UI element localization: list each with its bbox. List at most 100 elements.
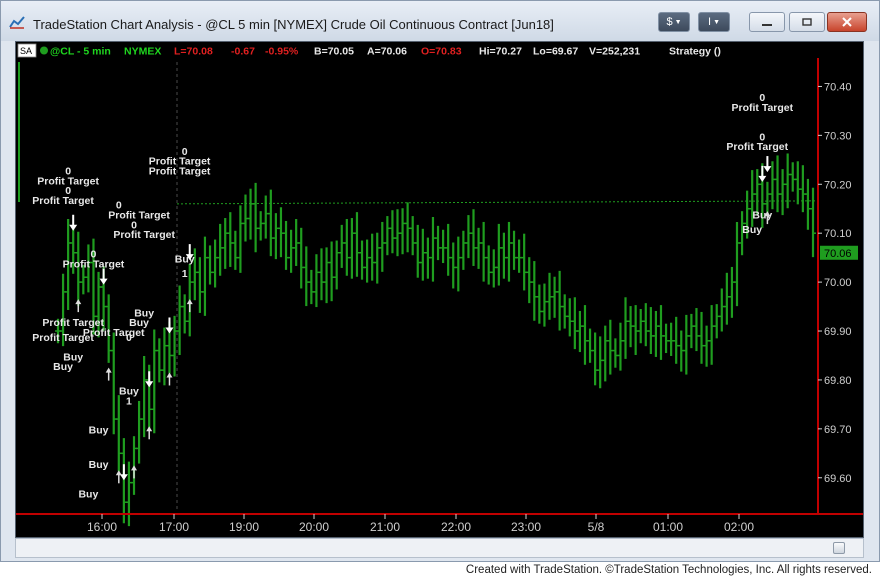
entry-arrow-icon: [75, 299, 82, 313]
volume: V=252,231: [589, 46, 640, 58]
ohlc-bar: [435, 225, 442, 261]
ohlc-bar: [414, 224, 421, 278]
dollar-dropdown[interactable]: $ ▼: [658, 12, 690, 32]
ohlc-bar: [257, 211, 264, 241]
ohlc-bar: [323, 247, 330, 304]
sa-badge[interactable]: SA: [20, 46, 32, 56]
ohlc-bar: [516, 239, 523, 273]
chart-window: TradeStation Chart Analysis - @CL 5 min …: [0, 0, 880, 562]
price-tick-label: 70.00: [824, 277, 852, 289]
annotation-profit-target: Profit Target: [149, 156, 211, 168]
annotation-buy: Buy: [119, 386, 139, 398]
scrollbar-thumb[interactable]: [833, 542, 845, 554]
ohlc-bar: [673, 316, 680, 364]
ohlc-bar: [774, 155, 781, 213]
ohlc-bar: [698, 311, 705, 364]
time-tick-label: 21:00: [370, 520, 400, 534]
ohlc-bar: [511, 230, 518, 270]
last-price: L=70.08: [174, 46, 213, 58]
chart-area[interactable]: 0 Profit Target 0 Profit Target Profit Targe…: [15, 41, 864, 538]
price-tick-label: 70.40: [824, 81, 852, 93]
restore-icon: [802, 18, 812, 26]
ohlc-bar: [237, 205, 244, 273]
ohlc-bar: [810, 187, 816, 258]
annotation-buy: Buy: [134, 307, 154, 319]
ohlc-bar: [617, 322, 624, 371]
ohlc-bar: [480, 221, 487, 282]
ohlc-bar: [136, 400, 143, 464]
exit-arrow-icon: [145, 371, 154, 388]
exit-arrow-icon: [69, 214, 78, 231]
price-chart[interactable]: 0 Profit Target 0 Profit Target Profit Targe…: [16, 42, 864, 538]
ohlc-bar: [576, 310, 583, 353]
ohlc-bar: [156, 338, 163, 383]
annotation-buy: Buy: [63, 351, 83, 363]
ohlc-bar: [161, 327, 168, 386]
ohlc-bar: [252, 182, 259, 253]
connection-status-icon: [40, 46, 48, 55]
entry-arrow-icon: [131, 465, 138, 479]
ohlc-bar: [272, 213, 279, 260]
title-bar[interactable]: TradeStation Chart Analysis - @CL 5 min …: [1, 1, 879, 41]
ohlc-bar: [521, 233, 528, 291]
ohlc-bar: [688, 313, 695, 349]
close-button[interactable]: [827, 12, 867, 32]
ohlc-bar: [794, 161, 801, 205]
ohlc-bar: [723, 272, 730, 325]
ohlc-bar: [303, 246, 310, 307]
restore-button[interactable]: [789, 12, 825, 32]
ohlc-bar: [531, 261, 538, 321]
ohlc-bar: [440, 229, 447, 264]
ohlc-bar: [196, 257, 203, 313]
ohlc-bar: [328, 241, 335, 302]
minimize-icon: [762, 24, 772, 26]
ohlc-bar: [115, 395, 122, 472]
annotation-profit-target: Profit Target: [113, 229, 175, 241]
ohlc-bars: [55, 153, 816, 527]
ohlc-bar: [602, 325, 609, 382]
indicator-dropdown[interactable]: I ▼: [698, 12, 730, 32]
price-tick-label: 70.20: [824, 179, 852, 191]
last-price-marker: [820, 245, 858, 260]
time-tick-label: 5/8: [588, 520, 605, 534]
ohlc-bar: [318, 248, 325, 301]
exit-arrow-icon: [185, 244, 194, 261]
ohlc-bar: [566, 298, 573, 337]
ohlc-bar: [262, 195, 269, 239]
price-tick-label: 69.70: [824, 424, 852, 436]
ohlc-bar: [703, 325, 710, 367]
entry-arrow-icon: [115, 470, 122, 484]
horizontal-scrollbar[interactable]: [15, 538, 864, 558]
ohlc-bar: [500, 232, 507, 279]
bid-price: B=70.05: [314, 46, 354, 58]
ohlc-bar: [647, 307, 654, 355]
exit-arrow-icon: [119, 464, 128, 481]
annotation-1: 1: [182, 268, 188, 280]
time-axis: 16:00 17:00 19:00 20:00 21:00 22:00 23:00 5/8 01…: [16, 513, 863, 534]
ohlc-bar: [622, 297, 629, 359]
annotation-buy: Buy: [742, 224, 762, 236]
ohlc-bar: [475, 227, 482, 269]
ohlc-bar: [222, 218, 229, 269]
annotation-0: 0: [91, 249, 97, 261]
ohlc-bar: [571, 297, 578, 350]
ohlc-bar: [799, 165, 806, 213]
entry-arrow-icon: [764, 211, 771, 225]
ohlc-bar: [283, 220, 290, 270]
ohlc-bar: [201, 236, 208, 316]
window-title: TradeStation Chart Analysis - @CL 5 min …: [33, 17, 554, 32]
ohlc-bar: [804, 178, 811, 230]
annotation-profit-target: Profit Target: [732, 102, 794, 114]
ohlc-bar: [536, 284, 543, 324]
reference-level-line: [176, 200, 817, 205]
ohlc-bar: [141, 355, 148, 438]
net-change: -0.67: [231, 46, 255, 58]
annotation-buy: Buy: [175, 254, 195, 266]
ohlc-bar: [364, 239, 371, 283]
ohlc-bar: [592, 332, 599, 386]
indicator-icon: I: [708, 16, 712, 28]
ohlc-bar: [733, 221, 740, 307]
minimize-button[interactable]: [749, 12, 785, 32]
status-line: SA @CL - 5 min NYMEX L=70.08 -0.67 -0.95…: [17, 43, 721, 58]
annotation-0: 0: [65, 185, 71, 197]
